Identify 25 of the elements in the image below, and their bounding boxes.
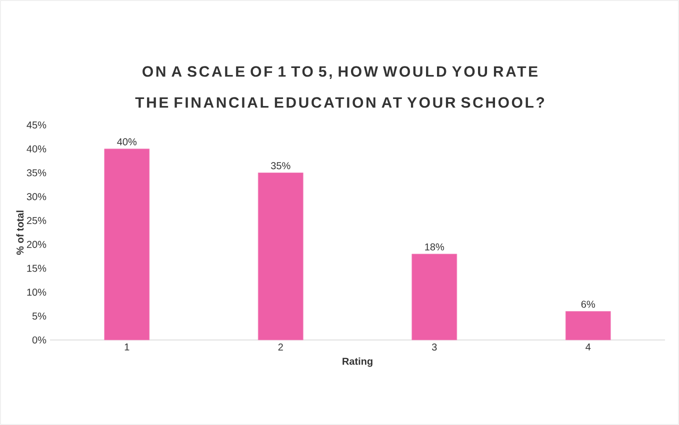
y-tick-label: 35% <box>26 169 46 176</box>
bar <box>258 172 304 340</box>
x-tick-label: 3 <box>432 344 437 351</box>
y-tick-label: 5% <box>32 312 46 320</box>
data-label: 18% <box>425 243 444 250</box>
data-label: 35% <box>271 162 290 170</box>
y-tick-label: 20% <box>26 240 46 248</box>
x-tick-label: 4 <box>586 344 591 350</box>
data-label: 40% <box>117 138 137 146</box>
bar <box>104 148 150 340</box>
chart-title: ON A SCALE OF 1 TO 5, HOW WOULD YOU RATE THE FINANCIAL EDUCATION AT YOUR SCHOOL? <box>135 66 544 108</box>
y-axis-title: % of total <box>16 210 24 255</box>
data-label: 6% <box>581 300 596 308</box>
x-tick-label: 2 <box>278 344 283 350</box>
y-tick-label: 45% <box>26 121 46 129</box>
x-axis-title: Rating <box>342 357 372 367</box>
y-tick-label: 10% <box>27 288 46 296</box>
x-tick-label: 1 <box>124 344 130 350</box>
y-tick-label: 0% <box>32 336 46 344</box>
y-tick-label: 30% <box>26 193 46 200</box>
y-tick-label: 15% <box>27 264 46 272</box>
y-tick-label: 40% <box>26 145 46 152</box>
y-tick-label: 25% <box>26 217 46 224</box>
bar <box>412 254 458 340</box>
bar <box>565 311 611 340</box>
